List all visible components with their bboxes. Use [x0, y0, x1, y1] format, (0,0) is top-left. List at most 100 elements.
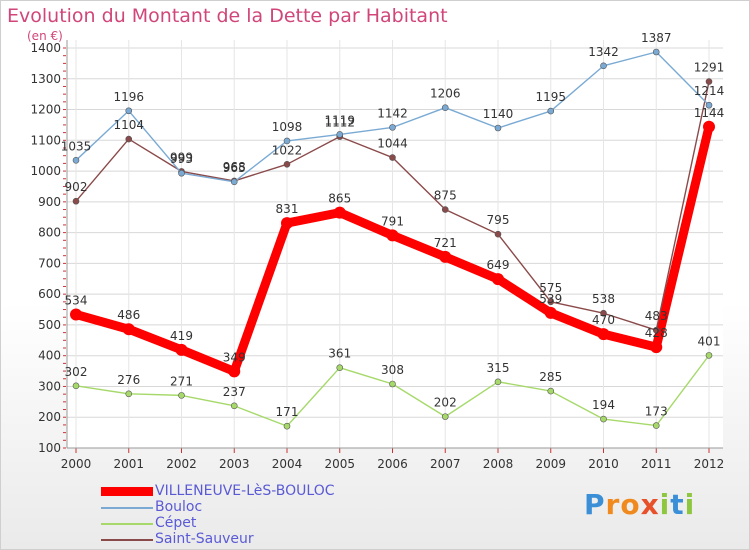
data-label: 795	[487, 213, 510, 227]
data-point	[600, 415, 607, 423]
data-point	[547, 107, 555, 115]
data-label: 194	[592, 398, 615, 412]
data-point	[705, 101, 713, 109]
y-tick-label: 500	[38, 318, 61, 332]
data-label: 1022	[272, 143, 303, 157]
data-label: 173	[645, 405, 668, 419]
data-point	[705, 352, 713, 359]
data-point	[389, 154, 396, 161]
logo-letter: t	[670, 488, 685, 521]
y-tick-label: 700	[38, 256, 61, 270]
data-label: 831	[276, 202, 299, 216]
proxiti-logo: Proxiti	[584, 488, 695, 521]
data-label: 285	[539, 370, 562, 384]
data-point	[492, 273, 504, 286]
legend-label-villeneuve: VILLENEUVE-LèS-BOULOC	[155, 483, 335, 499]
data-point	[175, 343, 188, 356]
y-tick-label: 1200	[30, 103, 61, 117]
unit-label: (en €)	[27, 29, 63, 43]
data-label: 470	[592, 313, 615, 327]
data-point	[386, 229, 399, 242]
data-point	[547, 298, 555, 306]
x-tick-label: 2012	[694, 457, 725, 471]
data-label: 1119	[324, 113, 355, 127]
logo-letter: P	[584, 488, 606, 521]
data-label: 1142	[377, 106, 408, 120]
y-tick-label: 600	[38, 287, 61, 301]
data-point	[72, 157, 80, 164]
data-point	[597, 328, 610, 341]
data-label: 483	[645, 309, 668, 323]
data-label: 575	[539, 281, 562, 295]
data-point	[544, 306, 557, 319]
data-point	[547, 387, 555, 395]
data-label: 1044	[377, 137, 408, 151]
data-label: 428	[645, 326, 668, 340]
data-point	[333, 206, 346, 219]
x-tick-label: 2010	[588, 457, 619, 471]
x-tick-label: 2006	[377, 457, 408, 471]
data-label: 993	[170, 152, 193, 166]
data-label: 486	[117, 308, 140, 322]
data-label: 1291	[694, 61, 725, 75]
y-tick-label: 1300	[30, 72, 61, 86]
data-label: 349	[223, 350, 246, 364]
data-point	[178, 392, 185, 399]
legend-swatch-saint-sauveur	[101, 539, 153, 541]
data-label: 1387	[641, 31, 672, 45]
y-tick-label: 400	[38, 349, 61, 363]
data-point	[125, 135, 133, 143]
data-label: 968	[223, 160, 246, 174]
data-point	[652, 422, 660, 429]
data-point	[336, 364, 344, 371]
data-label: 1140	[483, 107, 514, 121]
data-label: 361	[328, 347, 351, 361]
data-point	[72, 197, 80, 205]
data-label: 315	[487, 361, 510, 375]
data-label: 1098	[272, 120, 303, 134]
data-point	[125, 390, 133, 398]
data-point	[389, 124, 396, 131]
data-point	[441, 206, 449, 213]
logo-letter: x	[640, 488, 660, 521]
legend-label-saint-sauveur: Saint-Sauveur	[155, 531, 254, 547]
data-point	[178, 169, 185, 177]
data-point	[441, 104, 449, 111]
legend-label-cepet: Cépet	[155, 515, 197, 531]
data-point	[283, 161, 291, 168]
data-point	[600, 62, 607, 70]
data-point	[125, 107, 133, 115]
data-label: 721	[434, 236, 457, 250]
data-label: 1206	[430, 87, 461, 101]
data-point	[494, 124, 502, 132]
data-point	[72, 382, 80, 390]
legend-swatch-cepet	[101, 523, 153, 525]
data-point	[441, 413, 449, 420]
data-point	[230, 178, 238, 186]
data-label: 1214	[694, 84, 725, 98]
logo-letter: r	[605, 488, 621, 521]
data-label: 1104	[113, 118, 144, 132]
data-label: 965	[223, 161, 246, 175]
y-tick-label: 200	[38, 410, 61, 424]
y-tick-label: 100	[38, 441, 61, 455]
data-label: 276	[117, 373, 140, 387]
data-label: 419	[170, 329, 193, 343]
x-tick-label: 2011	[641, 457, 672, 471]
y-tick-label: 1100	[30, 133, 61, 147]
data-point	[283, 137, 291, 145]
data-label: 999	[170, 150, 193, 164]
data-label: 1196	[113, 90, 144, 104]
x-tick-label: 2008	[483, 457, 514, 471]
data-label: 237	[223, 385, 246, 399]
data-label: 1144	[694, 106, 725, 120]
data-point	[122, 323, 135, 336]
x-tick-label: 2004	[272, 457, 303, 471]
logo-letter: i	[659, 488, 671, 521]
data-point	[230, 402, 238, 410]
data-point	[281, 217, 293, 230]
data-label: 649	[487, 258, 510, 272]
chart-title: Evolution du Montant de la Dette par Hab…	[7, 5, 448, 27]
